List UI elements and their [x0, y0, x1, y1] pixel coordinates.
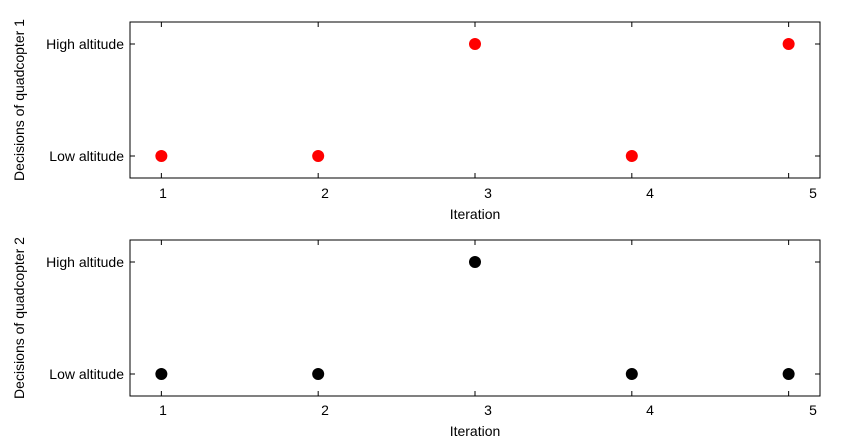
- chart-panel-1: High altitude Low altitude 1 2 3 4 5 Ite…: [11, 19, 821, 222]
- data-point-4: [625, 368, 638, 380]
- x-tick-label: 2: [321, 402, 329, 418]
- y-tick-label-low-altitude: Low altitude: [49, 366, 124, 382]
- x-tick-group-2: 1 2 3 4 5: [159, 402, 817, 418]
- data-point-1: [155, 150, 168, 162]
- data-point-5: [782, 368, 795, 380]
- data-point-1: [155, 368, 168, 380]
- x-axis-label-2: Iteration: [450, 423, 501, 439]
- x-tick-label: 4: [646, 185, 654, 201]
- y-axis-label-2: Decisions of quadcopter 2: [11, 237, 27, 399]
- x-tick-label: 5: [809, 185, 817, 201]
- x-axis-label-1: Iteration: [450, 206, 501, 222]
- x-tick-label: 4: [646, 402, 654, 418]
- data-point-3: [469, 38, 481, 50]
- data-point-5: [782, 38, 795, 50]
- chart-panel-2: High altitude Low altitude 1 2 3 4 5 Ite…: [11, 237, 821, 439]
- x-tick-label: 2: [321, 185, 329, 201]
- data-points-2: [155, 256, 795, 380]
- x-tick-label: 3: [484, 402, 492, 418]
- x-tick-label: 3: [484, 185, 492, 201]
- data-point-3: [469, 256, 481, 268]
- x-tick-label: 1: [159, 402, 167, 418]
- y-tick-label-high-altitude: High altitude: [46, 36, 124, 52]
- y-tick-label-low-altitude: Low altitude: [49, 148, 124, 164]
- x-tick-label: 1: [159, 185, 167, 201]
- y-tick-label-high-altitude: High altitude: [46, 254, 124, 270]
- data-points-1: [155, 38, 795, 162]
- data-point-2: [312, 368, 325, 380]
- y-tick-group-2: High altitude Low altitude: [46, 254, 124, 382]
- y-axis-label-1: Decisions of quadcopter 1: [11, 19, 27, 181]
- y-tick-group-1: High altitude Low altitude: [46, 36, 124, 164]
- x-tick-group-1: 1 2 3 4 5: [159, 185, 817, 201]
- data-point-4: [625, 150, 638, 162]
- data-point-2: [312, 150, 325, 162]
- x-tick-label: 5: [809, 402, 817, 418]
